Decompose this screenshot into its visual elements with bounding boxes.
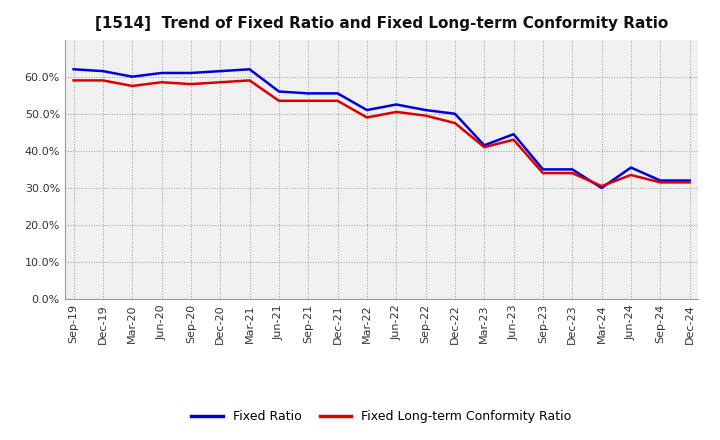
Fixed Long-term Conformity Ratio (128, 83, 137, 88)
Fixed Ratio (274, 89, 283, 94)
Fixed Long-term Conformity Ratio (451, 121, 459, 126)
Fixed Long-term Conformity Ratio (99, 78, 107, 83)
Fixed Ratio (598, 185, 606, 191)
Fixed Long-term Conformity Ratio (216, 80, 225, 85)
Fixed Ratio (246, 66, 254, 72)
Fixed Ratio (157, 70, 166, 76)
Fixed Long-term Conformity Ratio (363, 115, 372, 120)
Fixed Long-term Conformity Ratio (421, 113, 430, 118)
Fixed Long-term Conformity Ratio (509, 137, 518, 143)
Fixed Ratio (186, 70, 195, 76)
Fixed Long-term Conformity Ratio (392, 109, 400, 114)
Fixed Ratio (421, 107, 430, 113)
Fixed Ratio (656, 178, 665, 183)
Fixed Ratio (451, 111, 459, 117)
Fixed Long-term Conformity Ratio (274, 98, 283, 103)
Fixed Ratio (333, 91, 342, 96)
Fixed Ratio (363, 107, 372, 113)
Fixed Long-term Conformity Ratio (304, 98, 312, 103)
Fixed Ratio (99, 69, 107, 74)
Fixed Ratio (304, 91, 312, 96)
Title: [1514]  Trend of Fixed Ratio and Fixed Long-term Conformity Ratio: [1514] Trend of Fixed Ratio and Fixed Lo… (95, 16, 668, 32)
Fixed Ratio (480, 143, 489, 148)
Fixed Long-term Conformity Ratio (568, 170, 577, 176)
Fixed Long-term Conformity Ratio (157, 80, 166, 85)
Fixed Ratio (216, 69, 225, 74)
Fixed Ratio (69, 66, 78, 72)
Fixed Long-term Conformity Ratio (69, 78, 78, 83)
Fixed Long-term Conformity Ratio (626, 172, 635, 178)
Fixed Long-term Conformity Ratio (186, 81, 195, 87)
Fixed Ratio (392, 102, 400, 107)
Fixed Ratio (626, 165, 635, 170)
Line: Fixed Ratio: Fixed Ratio (73, 69, 690, 188)
Fixed Long-term Conformity Ratio (539, 170, 547, 176)
Fixed Long-term Conformity Ratio (598, 183, 606, 189)
Fixed Long-term Conformity Ratio (480, 144, 489, 150)
Fixed Ratio (568, 167, 577, 172)
Fixed Long-term Conformity Ratio (656, 180, 665, 185)
Fixed Ratio (685, 178, 694, 183)
Line: Fixed Long-term Conformity Ratio: Fixed Long-term Conformity Ratio (73, 81, 690, 186)
Fixed Long-term Conformity Ratio (333, 98, 342, 103)
Fixed Long-term Conformity Ratio (685, 180, 694, 185)
Fixed Long-term Conformity Ratio (246, 78, 254, 83)
Legend: Fixed Ratio, Fixed Long-term Conformity Ratio: Fixed Ratio, Fixed Long-term Conformity … (186, 405, 577, 428)
Fixed Ratio (509, 132, 518, 137)
Fixed Ratio (539, 167, 547, 172)
Fixed Ratio (128, 74, 137, 79)
